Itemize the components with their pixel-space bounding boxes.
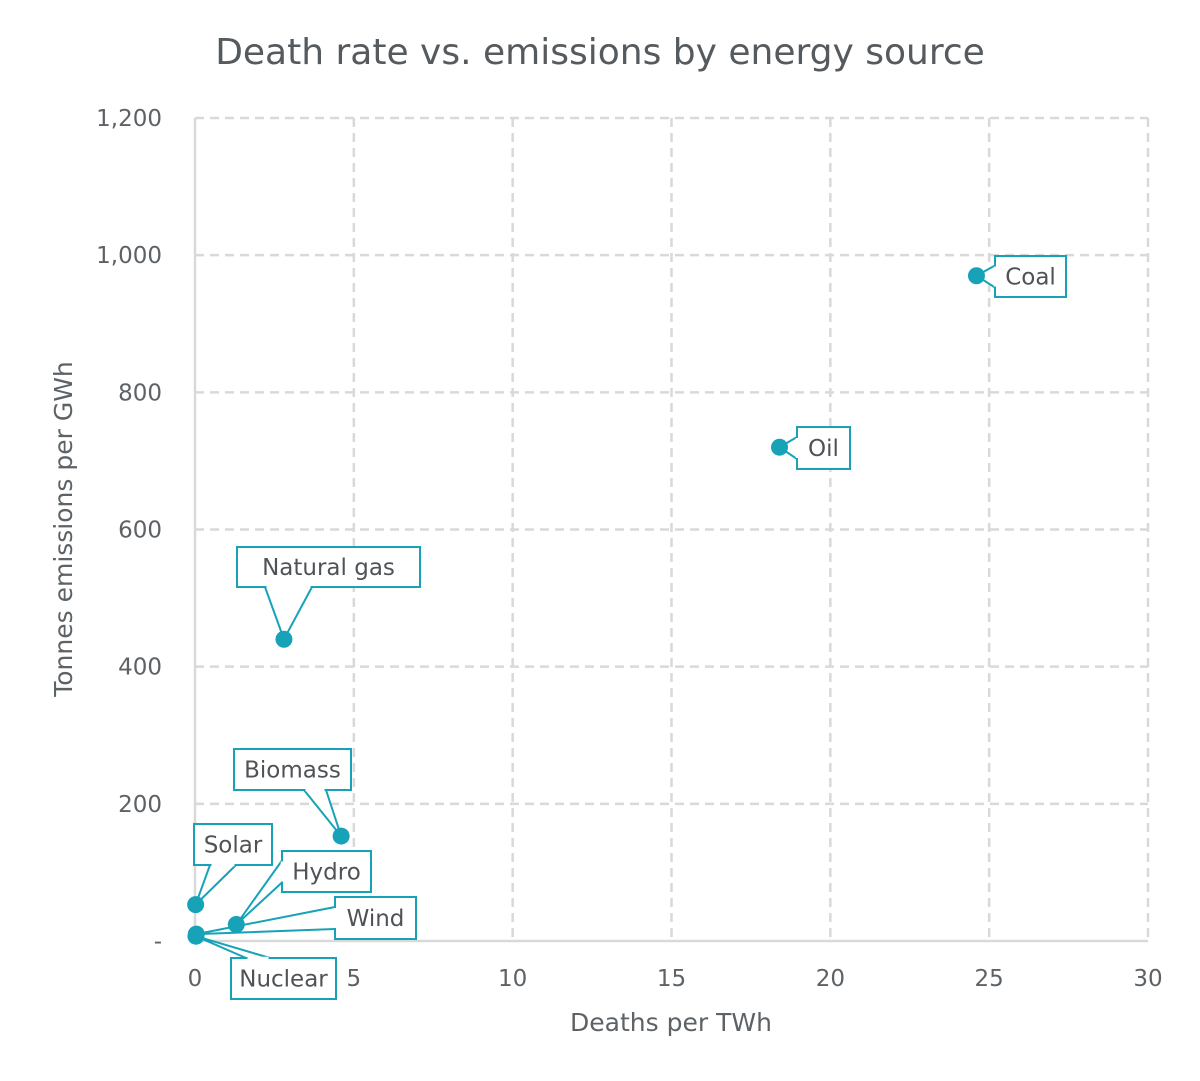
chart-title: Death rate vs. emissions by energy sourc…: [215, 32, 985, 73]
callout-leader: [196, 906, 336, 936]
data-point: [967, 267, 985, 285]
y-tick-label: 1,000: [96, 243, 162, 269]
data-point: [332, 827, 350, 845]
callout-leader: [195, 935, 271, 959]
data-point: [187, 927, 205, 945]
y-axis-title: Tonnes emissions per GWh: [49, 361, 78, 698]
x-axis-title: Deaths per TWh: [570, 1008, 772, 1037]
callout-box: [193, 823, 273, 866]
x-tick-label: 25: [975, 966, 1004, 992]
callout-box: [994, 255, 1067, 298]
x-tick-label: 10: [498, 966, 527, 992]
x-tick-label: 5: [347, 966, 362, 992]
callout-leader: [264, 586, 313, 642]
data-label: Natural gas: [262, 555, 395, 581]
y-tick-label: 200: [118, 792, 162, 818]
data-label: Wind: [347, 906, 405, 932]
x-tick-label: 20: [816, 966, 845, 992]
y-tick-label: 400: [118, 655, 162, 681]
callout-box: [236, 546, 421, 588]
callout-leader: [235, 859, 283, 926]
callout-box: [233, 748, 352, 791]
data-label-callouts: Coal Oil Natural gas Biomass Solar Hydro Wind N…: [193, 255, 1067, 1000]
data-point: [771, 438, 789, 456]
y-tick-label: 600: [118, 518, 162, 544]
data-label: Solar: [204, 833, 263, 859]
y-tick-label: -: [154, 929, 162, 955]
axes: [193, 118, 1148, 943]
x-tick-label: 30: [1133, 966, 1162, 992]
data-label: Nuclear: [239, 967, 328, 993]
y-tick-label: 1,200: [96, 106, 162, 132]
callout-box: [796, 426, 851, 470]
callout-leader: [303, 789, 343, 837]
data-point: [187, 896, 205, 914]
tick-labels: 0 5 10 15 20 25 30 - 200 400 600 800 1,000 1,200: [96, 106, 1163, 992]
data-points: [187, 267, 985, 945]
callout-box: [334, 896, 417, 940]
data-label: Biomass: [244, 758, 341, 784]
x-tick-label: 15: [657, 966, 686, 992]
callout-box: [281, 850, 372, 893]
data-label: Hydro: [292, 860, 361, 886]
x-tick-label: 0: [188, 966, 203, 992]
data-label: Coal: [1005, 265, 1056, 291]
callout-box: [230, 957, 337, 1000]
data-label: Oil: [808, 436, 839, 462]
data-point: [275, 630, 293, 648]
y-tick-label: 800: [118, 380, 162, 406]
data-point: [227, 916, 245, 934]
gridlines: [195, 116, 1150, 941]
